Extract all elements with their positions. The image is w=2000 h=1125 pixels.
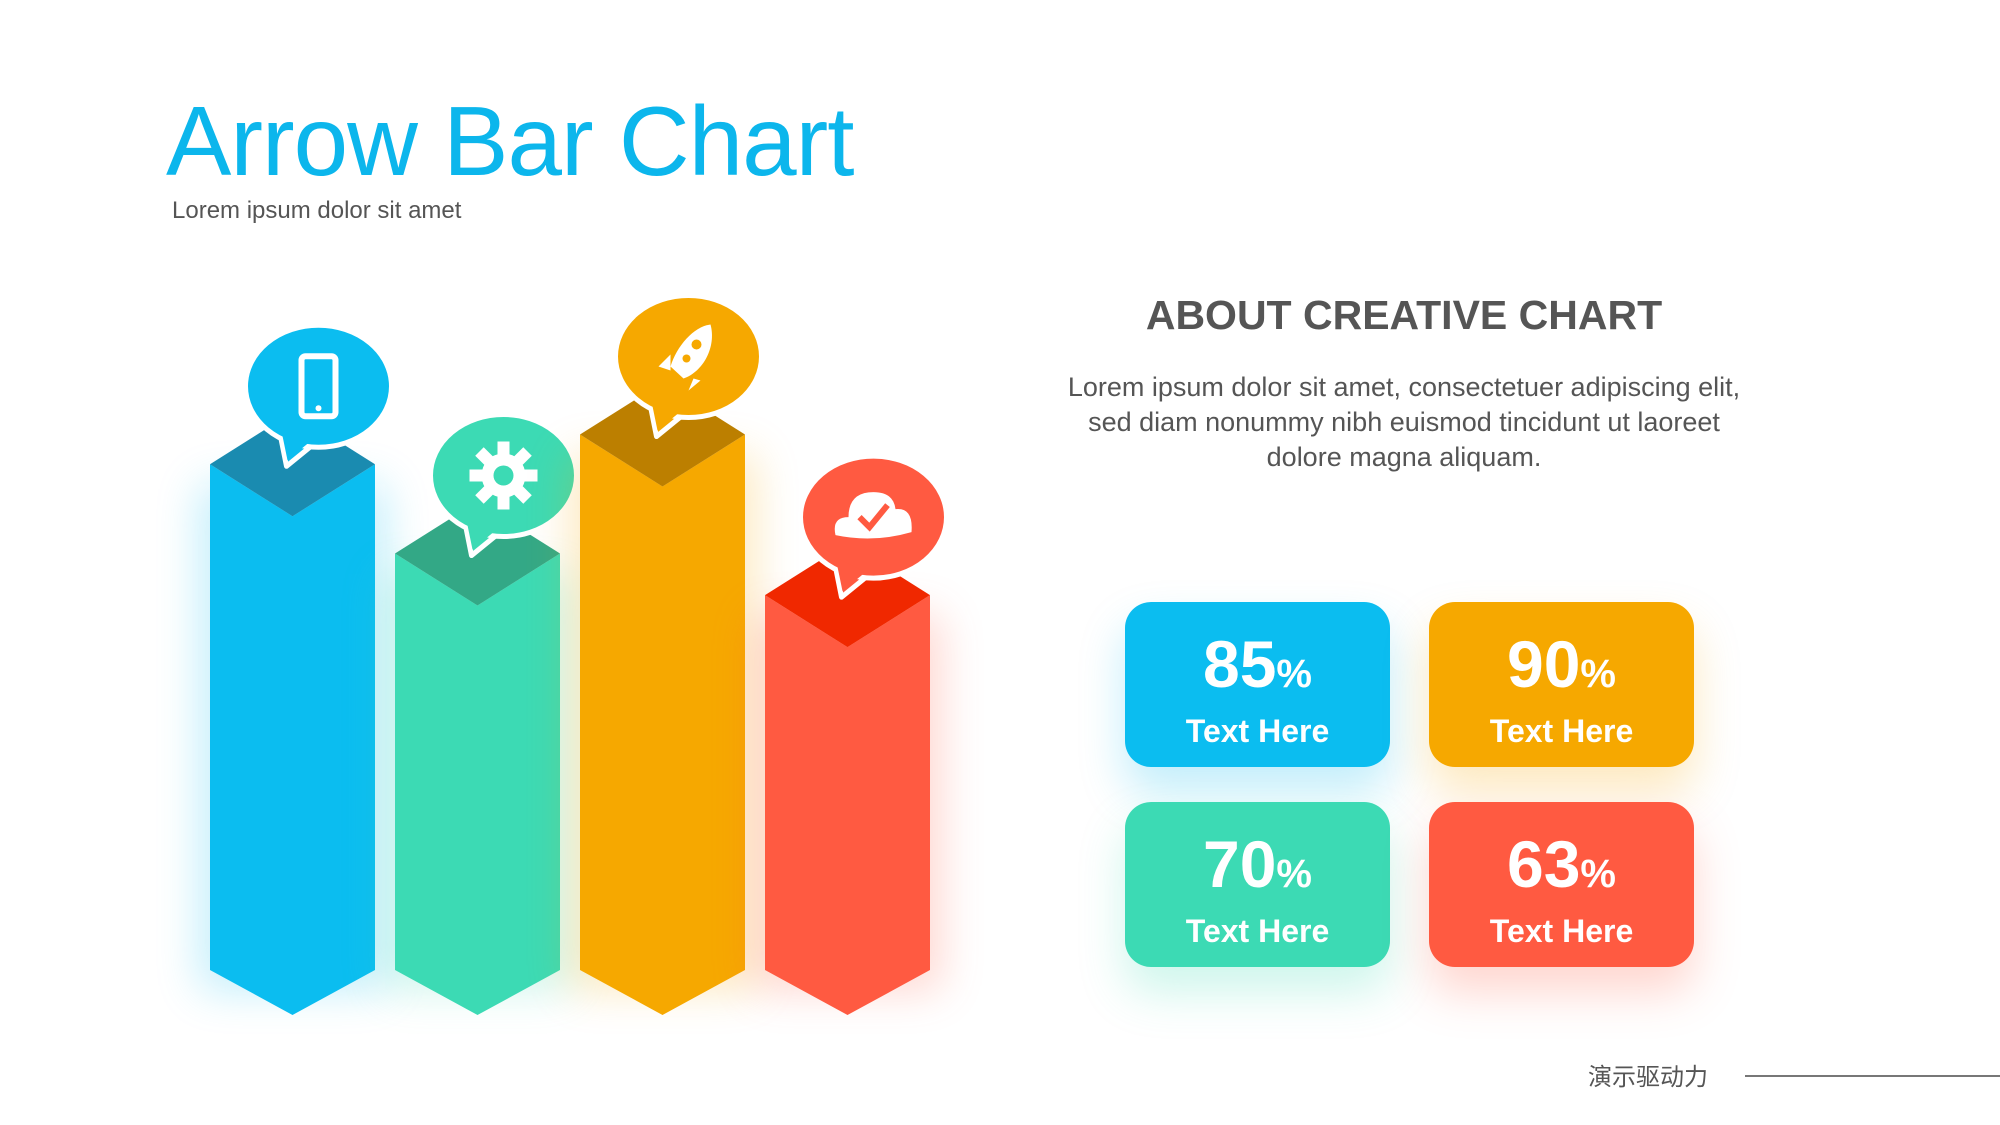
stat-label: Text Here xyxy=(1489,713,1634,749)
gear-icon xyxy=(469,441,538,510)
cloud-check-icon xyxy=(834,492,912,539)
tablet-bubble xyxy=(243,322,394,469)
stat-value: 90% xyxy=(1507,627,1616,701)
stat-value: 63% xyxy=(1507,827,1616,901)
gear-bubble xyxy=(428,412,579,558)
bar-body xyxy=(210,464,375,1015)
stat-card-orange: 90% Text Here xyxy=(1429,602,1694,767)
page-title: Arrow Bar Chart xyxy=(166,86,855,196)
footer-divider xyxy=(1745,1075,2000,1077)
about-body: Lorem ipsum dolor sit amet, consectetuer… xyxy=(1067,372,1741,472)
stat-value: 70% xyxy=(1203,827,1312,901)
stat-card-red: 63% Text Here xyxy=(1429,802,1694,967)
rocket-icon xyxy=(658,324,712,391)
cloud-check-bubble xyxy=(798,453,949,600)
bar-cloud-check xyxy=(755,453,949,1015)
rocket-bubble xyxy=(613,293,764,439)
stat-label: Text Here xyxy=(1185,913,1330,949)
bar-tablet xyxy=(200,322,394,1015)
stat-value: 85% xyxy=(1203,627,1312,701)
tablet-icon xyxy=(298,353,339,420)
bar-body xyxy=(580,434,745,1015)
stat-label: Text Here xyxy=(1489,913,1634,949)
about-heading: ABOUT CREATIVE CHART xyxy=(1145,292,1663,338)
bar-launch xyxy=(570,293,764,1015)
arrow-bar-chart xyxy=(200,293,949,1015)
bar-settings xyxy=(385,412,579,1015)
stat-label: Text Here xyxy=(1185,713,1330,749)
bar-body xyxy=(395,553,560,1015)
page-subtitle: Lorem ipsum dolor sit amet xyxy=(172,197,462,224)
footer-brand: 演示驱动力 xyxy=(1588,1064,1708,1091)
bar-body xyxy=(765,595,930,1015)
stat-card-green: 70% Text Here xyxy=(1125,802,1390,967)
stat-card-blue: 85% Text Here xyxy=(1125,602,1390,767)
